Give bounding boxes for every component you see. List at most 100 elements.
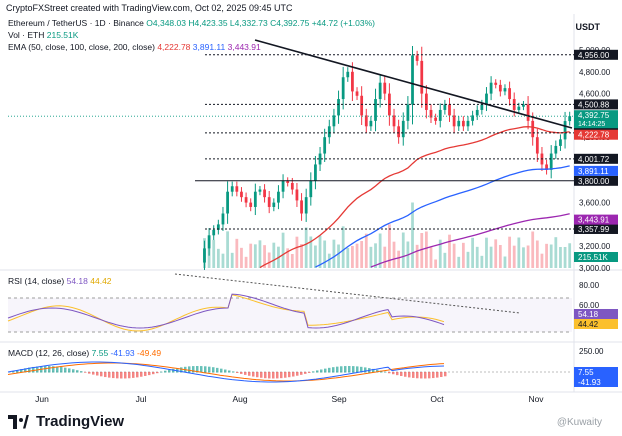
macd-legend[interactable]: MACD (12, 26, close) 7.55 -41.93 -49.49 (8, 348, 161, 358)
candle-body (535, 137, 539, 154)
candle-body (212, 229, 216, 236)
volume-tag (574, 252, 618, 262)
macd-histogram-bar (372, 368, 375, 373)
macd-histogram-bar (388, 372, 391, 374)
candle-body (304, 197, 308, 214)
volume-bar (318, 235, 322, 268)
candle-body (424, 93, 428, 110)
candle-body (568, 116, 572, 122)
volume-bar (457, 256, 461, 268)
macd-histogram-bar (120, 372, 123, 379)
macd-histogram-bar (16, 370, 19, 373)
macd-histogram-bar (316, 370, 319, 373)
ema-legend[interactable]: EMA (50, close, 100, close, 200, close) … (8, 42, 261, 52)
macd-histogram-bar (320, 369, 323, 373)
candle-body (286, 180, 290, 183)
macd-histogram-bar (128, 372, 131, 379)
candle-body (258, 189, 262, 192)
volume-legend[interactable]: Vol · ETH 215.51K (8, 30, 78, 40)
rsi-line (7, 293, 445, 329)
macd-histogram-bar (256, 372, 259, 378)
macd-histogram-bar (172, 368, 175, 373)
volume-bar (290, 254, 294, 268)
volume-value: 215.51K (46, 30, 79, 40)
rsi-tag (574, 309, 618, 319)
rsi-legend[interactable]: RSI (14, close) 54.18 44.42 (8, 276, 112, 286)
candle-body (559, 139, 562, 146)
candle-body (401, 120, 405, 138)
price-level-tag (574, 153, 618, 164)
x-tick-label: Oct (430, 394, 444, 404)
volume-bar (466, 251, 470, 268)
macd-histogram-bar (112, 372, 115, 379)
candle-body (411, 55, 414, 105)
macd-histogram-bar (188, 366, 191, 373)
macd-histogram-bar (20, 369, 23, 373)
macd-signal-value: -49.49 (137, 348, 162, 358)
candle-body (489, 82, 493, 94)
volume-bar (559, 247, 562, 268)
macd-line-value: -41.93 (110, 348, 135, 358)
volume-bar (295, 236, 299, 268)
price-level-label: 4,500.88 (578, 100, 610, 109)
volume-bar (424, 231, 428, 268)
macd-histogram-bar (332, 367, 335, 373)
countdown-label: 14:14:25 (578, 121, 605, 128)
candle-body (517, 106, 521, 110)
candle-body (448, 104, 451, 116)
volume-bar (244, 256, 248, 268)
candle-body (434, 117, 438, 121)
candle-body (323, 137, 327, 154)
volume-bar (508, 236, 511, 268)
candle-body (531, 120, 535, 138)
macd-histogram-bar (408, 372, 411, 378)
candle-body (545, 164, 548, 170)
macd-histogram-bar (260, 372, 263, 378)
ema-tag (574, 214, 618, 225)
volume-bar (452, 243, 456, 268)
macd-signal-line (7, 362, 445, 382)
macd-histogram-bar (336, 366, 339, 373)
volume-bar (411, 202, 414, 268)
macd-histogram-bar (440, 372, 443, 378)
candle-body (226, 191, 229, 214)
candle-body (272, 202, 276, 207)
ema50-line (259, 126, 570, 269)
rsi-tag-label: 54.18 (578, 310, 599, 319)
macd-tick-label: 250.00 (579, 347, 604, 356)
volume-bar (272, 242, 276, 268)
rsi-tick-label: 60.00 (579, 301, 600, 310)
macd-histogram-bar (308, 372, 311, 373)
volume-bar (480, 255, 484, 268)
candle-body (309, 180, 313, 198)
price-level-label: 3,357.99 (578, 225, 610, 234)
last-price-tag (574, 110, 618, 129)
volume-bar (388, 224, 391, 268)
symbol-legend[interactable]: Ethereum / TetherUS · 1D · Binance O4,34… (8, 18, 375, 28)
macd-histogram-bar (280, 372, 283, 379)
candle-body (327, 126, 331, 138)
candle-body (397, 126, 401, 138)
price-level-label: 4,956.00 (578, 51, 610, 60)
volume-bar (415, 244, 419, 268)
volume-bar (401, 232, 405, 268)
macd-histogram-bar (168, 369, 171, 373)
volume-bar (526, 245, 530, 268)
candle-body (466, 120, 470, 127)
volume-bar (235, 238, 239, 268)
volume-bar (549, 244, 553, 268)
candle-body (420, 60, 424, 94)
tradingview-logo[interactable]: TradingView (8, 413, 124, 430)
macd-histogram-bar (384, 371, 387, 373)
volume-bar (346, 247, 350, 268)
macd-histogram-bar (344, 366, 347, 373)
rsi-label: RSI (14, close) (8, 276, 65, 286)
candle-body (429, 109, 433, 118)
rsi-tick-label: 80.00 (579, 281, 600, 290)
macd-histogram-bar (56, 366, 59, 373)
volume-bar (249, 243, 253, 268)
volume-bar (374, 243, 377, 268)
macd-histogram-bar (212, 367, 215, 373)
volume-bar (230, 252, 234, 268)
